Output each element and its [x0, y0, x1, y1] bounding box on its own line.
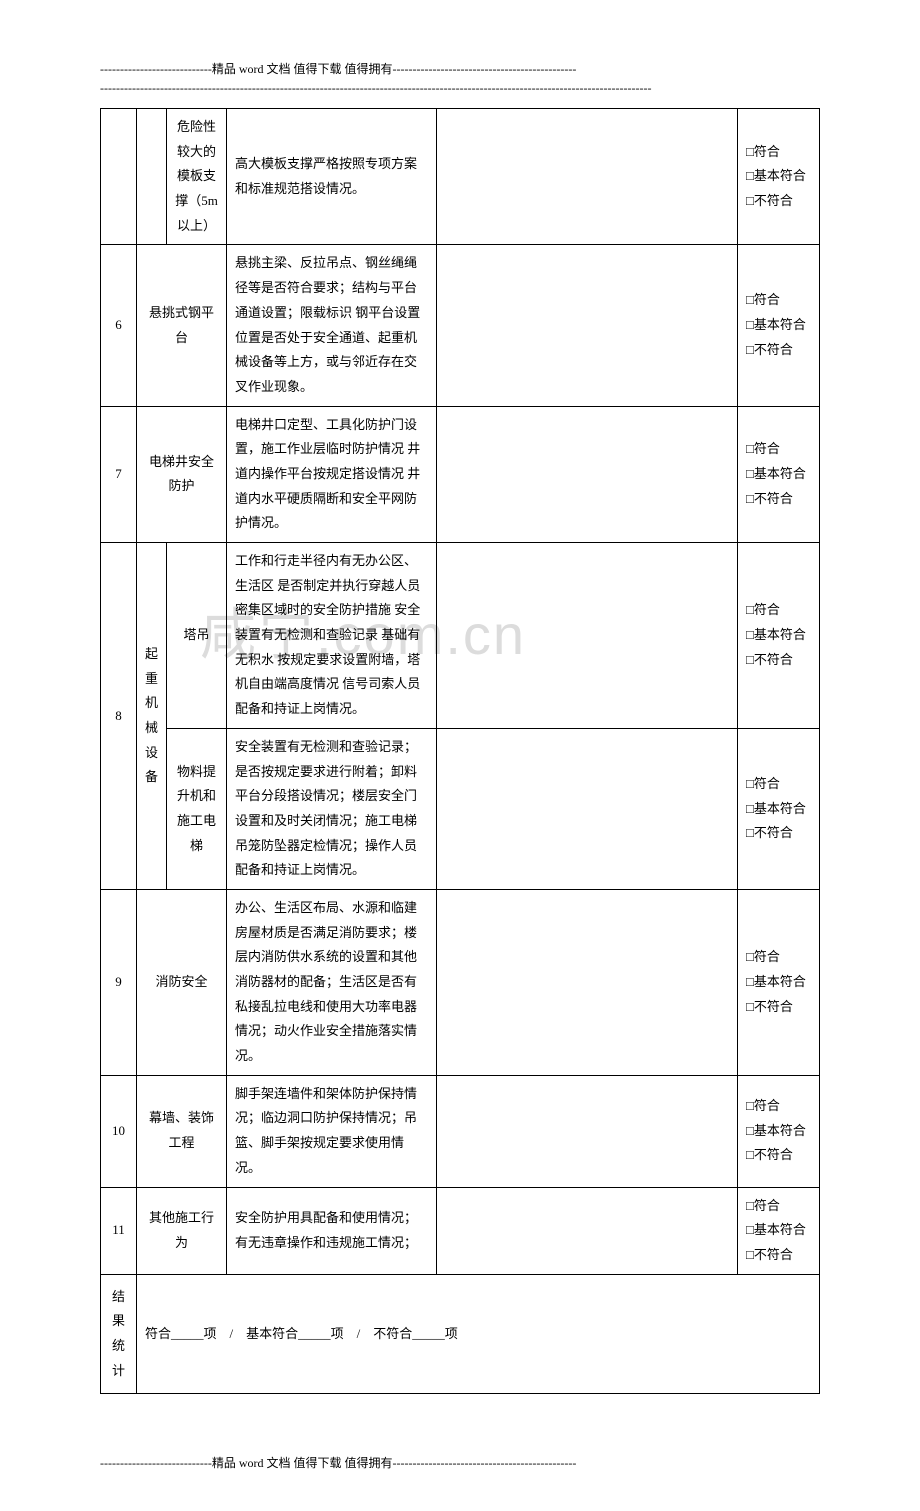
row-empty [437, 889, 738, 1075]
row-check: □符合 □基本符合 □不符合 [738, 406, 820, 542]
header-line-2: ----------------------------------------… [100, 81, 820, 96]
check-opt1: □符合 [746, 1194, 811, 1219]
row-check: □符合 □基本符合 □不符合 [738, 543, 820, 729]
check-opt2: □基本符合 [746, 313, 811, 338]
row-sub: 塔吊 [167, 543, 227, 729]
row-check: □符合 □基本符合 □不符合 [738, 889, 820, 1075]
row-number: 9 [101, 889, 137, 1075]
row-empty [437, 543, 738, 729]
summary-row: 结果统计 符合_____项 / 基本符合_____项 / 不符合_____项 [101, 1274, 820, 1394]
row-cat-main: 起重机械设备 [137, 543, 167, 890]
table-row: 物料提升机和施工电梯 安全装置有无检测和查验记录；是否按规定要求进行附着；卸料平… [101, 728, 820, 889]
row-cat: 消防安全 [137, 889, 227, 1075]
table-row: 9 消防安全 办公、生活区布局、水源和临建房屋材质是否满足消防要求；楼层内消防供… [101, 889, 820, 1075]
row-empty [437, 406, 738, 542]
row-empty [437, 245, 738, 406]
check-opt2: □基本符合 [746, 1218, 811, 1243]
check-opt1: □符合 [746, 437, 811, 462]
row-number: 8 [101, 543, 137, 890]
table-row: 6 悬挑式钢平台 悬挑主梁、反拉吊点、钢丝绳绳径等是否符合要求；结构与平台通道设… [101, 245, 820, 406]
check-opt2: □基本符合 [746, 1119, 811, 1144]
row-desc: 安全防护用具配备和使用情况；有无违章操作和违规施工情况； [227, 1187, 437, 1274]
check-opt3: □不符合 [746, 487, 811, 512]
check-opt3: □不符合 [746, 1143, 811, 1168]
row-empty [437, 1075, 738, 1187]
check-opt2: □基本符合 [746, 462, 811, 487]
inspection-table: 危险性较大的模板支撑（5m以上） 高大模板支撑严格按照专项方案和标准规范搭设情况… [100, 108, 820, 1394]
check-opt3: □不符合 [746, 189, 811, 214]
row-empty [437, 1187, 738, 1274]
table-row: 危险性较大的模板支撑（5m以上） 高大模板支撑严格按照专项方案和标准规范搭设情况… [101, 109, 820, 245]
row-number: 6 [101, 245, 137, 406]
check-opt3: □不符合 [746, 821, 811, 846]
row-number: 7 [101, 406, 137, 542]
check-opt1: □符合 [746, 772, 811, 797]
summary-text: 符合_____项 / 基本符合_____项 / 不符合_____项 [137, 1274, 820, 1394]
check-opt2: □基本符合 [746, 164, 811, 189]
summary-label: 结果统计 [101, 1274, 137, 1394]
row-cat: 其他施工行为 [137, 1187, 227, 1274]
row-desc: 电梯井口定型、工具化防护门设置，施工作业层临时防护情况 井道内操作平台按规定搭设… [227, 406, 437, 542]
check-opt2: □基本符合 [746, 970, 811, 995]
check-opt1: □符合 [746, 140, 811, 165]
check-opt3: □不符合 [746, 648, 811, 673]
table-row: 7 电梯井安全防护 电梯井口定型、工具化防护门设置，施工作业层临时防护情况 井道… [101, 406, 820, 542]
check-opt3: □不符合 [746, 1243, 811, 1268]
row-check: □符合 □基本符合 □不符合 [738, 245, 820, 406]
check-opt1: □符合 [746, 945, 811, 970]
row-empty [437, 728, 738, 889]
row-desc: 办公、生活区布局、水源和临建房屋材质是否满足消防要求；楼层内消防供水系统的设置和… [227, 889, 437, 1075]
row-check: □符合 □基本符合 □不符合 [738, 109, 820, 245]
row-empty [437, 109, 738, 245]
row-cat: 悬挑式钢平台 [137, 245, 227, 406]
table-row: 10 幕墙、装饰工程 脚手架连墙件和架体防护保持情况；临边洞口防护保持情况；吊篮… [101, 1075, 820, 1187]
row-check: □符合 □基本符合 □不符合 [738, 1075, 820, 1187]
check-opt2: □基本符合 [746, 623, 811, 648]
row-number: 10 [101, 1075, 137, 1187]
row-desc: 悬挑主梁、反拉吊点、钢丝绳绳径等是否符合要求；结构与平台通道设置；限载标识 钢平… [227, 245, 437, 406]
row-desc: 高大模板支撑严格按照专项方案和标准规范搭设情况。 [227, 109, 437, 245]
row-check: □符合 □基本符合 □不符合 [738, 1187, 820, 1274]
footer-line: ----------------------------精品 word 文档 值… [100, 1454, 820, 1471]
row-cat: 幕墙、装饰工程 [137, 1075, 227, 1187]
table-row: 11 其他施工行为 安全防护用具配备和使用情况；有无违章操作和违规施工情况； □… [101, 1187, 820, 1274]
row-sub: 物料提升机和施工电梯 [167, 728, 227, 889]
header-line-1: ----------------------------精品 word 文档 值… [100, 60, 820, 77]
row-cat: 电梯井安全防护 [137, 406, 227, 542]
row-number [101, 109, 137, 245]
row-desc: 安全装置有无检测和查验记录；是否按规定要求进行附着；卸料平台分段搭设情况；楼层安… [227, 728, 437, 889]
table-row: 8 起重机械设备 塔吊 工作和行走半径内有无办公区、生活区 是否制定并执行穿越人… [101, 543, 820, 729]
row-desc: 工作和行走半径内有无办公区、生活区 是否制定并执行穿越人员密集区域时的安全防护措… [227, 543, 437, 729]
check-opt3: □不符合 [746, 995, 811, 1020]
check-opt1: □符合 [746, 288, 811, 313]
check-opt1: □符合 [746, 598, 811, 623]
check-opt3: □不符合 [746, 338, 811, 363]
row-number: 11 [101, 1187, 137, 1274]
row-cat-empty [137, 109, 167, 245]
check-opt1: □符合 [746, 1094, 811, 1119]
check-opt2: □基本符合 [746, 797, 811, 822]
row-desc: 脚手架连墙件和架体防护保持情况；临边洞口防护保持情况；吊篮、脚手架按规定要求使用… [227, 1075, 437, 1187]
row-check: □符合 □基本符合 □不符合 [738, 728, 820, 889]
row-sub: 危险性较大的模板支撑（5m以上） [167, 109, 227, 245]
